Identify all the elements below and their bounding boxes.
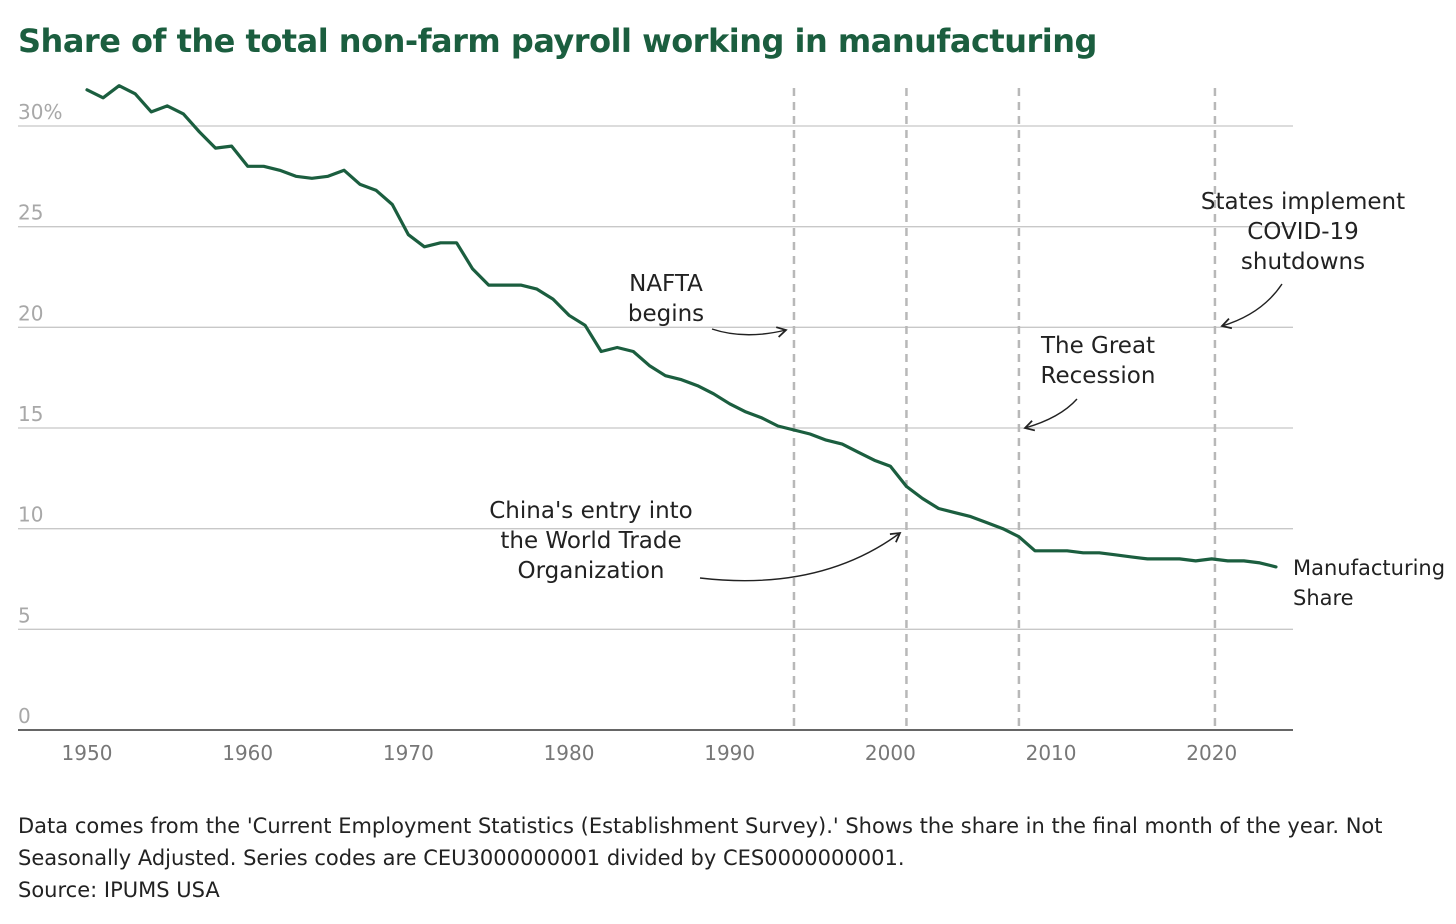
x-tick-label: 2000 <box>865 741 916 765</box>
annotation-arrow <box>1220 283 1283 330</box>
y-tick-label: 20 <box>18 301 43 325</box>
x-tick-label: 1990 <box>704 741 755 765</box>
x-tick-label: 1980 <box>544 741 595 765</box>
annotations: NAFTA begins China's entry into the World T… <box>489 189 1445 610</box>
event-label-china-wto: China's entry into the World Trade Organiz… <box>489 498 693 584</box>
chart-title: Share of the total non-farm payroll work… <box>18 22 1097 60</box>
event-lines <box>792 88 1217 730</box>
y-tick-label: 25 <box>18 201 43 225</box>
x-tick-label: 1960 <box>222 741 273 765</box>
axes: 0 5 10 15 20 25 30% 1950 1960 1970 1980 1990 2000 201… <box>18 100 1293 765</box>
event-label-covid: States implement COVID-19 shutdowns <box>1201 189 1405 275</box>
x-tick-label: 2010 <box>1026 741 1077 765</box>
x-tick-label: 1950 <box>62 741 113 765</box>
series-line <box>85 84 1278 569</box>
grid-lines <box>18 125 1293 630</box>
y-tick-label: 10 <box>18 503 43 527</box>
y-tick-label: 30% <box>18 100 62 124</box>
source-line: Source: IPUMS USA <box>18 878 220 902</box>
line-chart: 0 5 10 15 20 25 30% 1950 1960 1970 1980 1990 2000 201… <box>18 84 1445 765</box>
annotation-arrow <box>711 326 788 338</box>
x-tick-label: 1970 <box>383 741 434 765</box>
y-tick-label: 5 <box>18 603 31 627</box>
series-end-label: Manufacturing Share <box>1293 556 1445 610</box>
event-label-nafta: NAFTA begins <box>628 271 704 327</box>
y-tick-label: 15 <box>18 402 43 426</box>
event-label-great-recession: The Great Recession <box>1040 333 1156 389</box>
y-tick-label: 0 <box>18 704 31 728</box>
annotation-arrow <box>1023 398 1078 432</box>
series-layer <box>85 84 1278 569</box>
footnote: Data comes from the 'Current Employment … <box>18 814 1383 870</box>
annotation-arrow <box>699 531 902 582</box>
x-tick-label: 2020 <box>1186 741 1237 765</box>
